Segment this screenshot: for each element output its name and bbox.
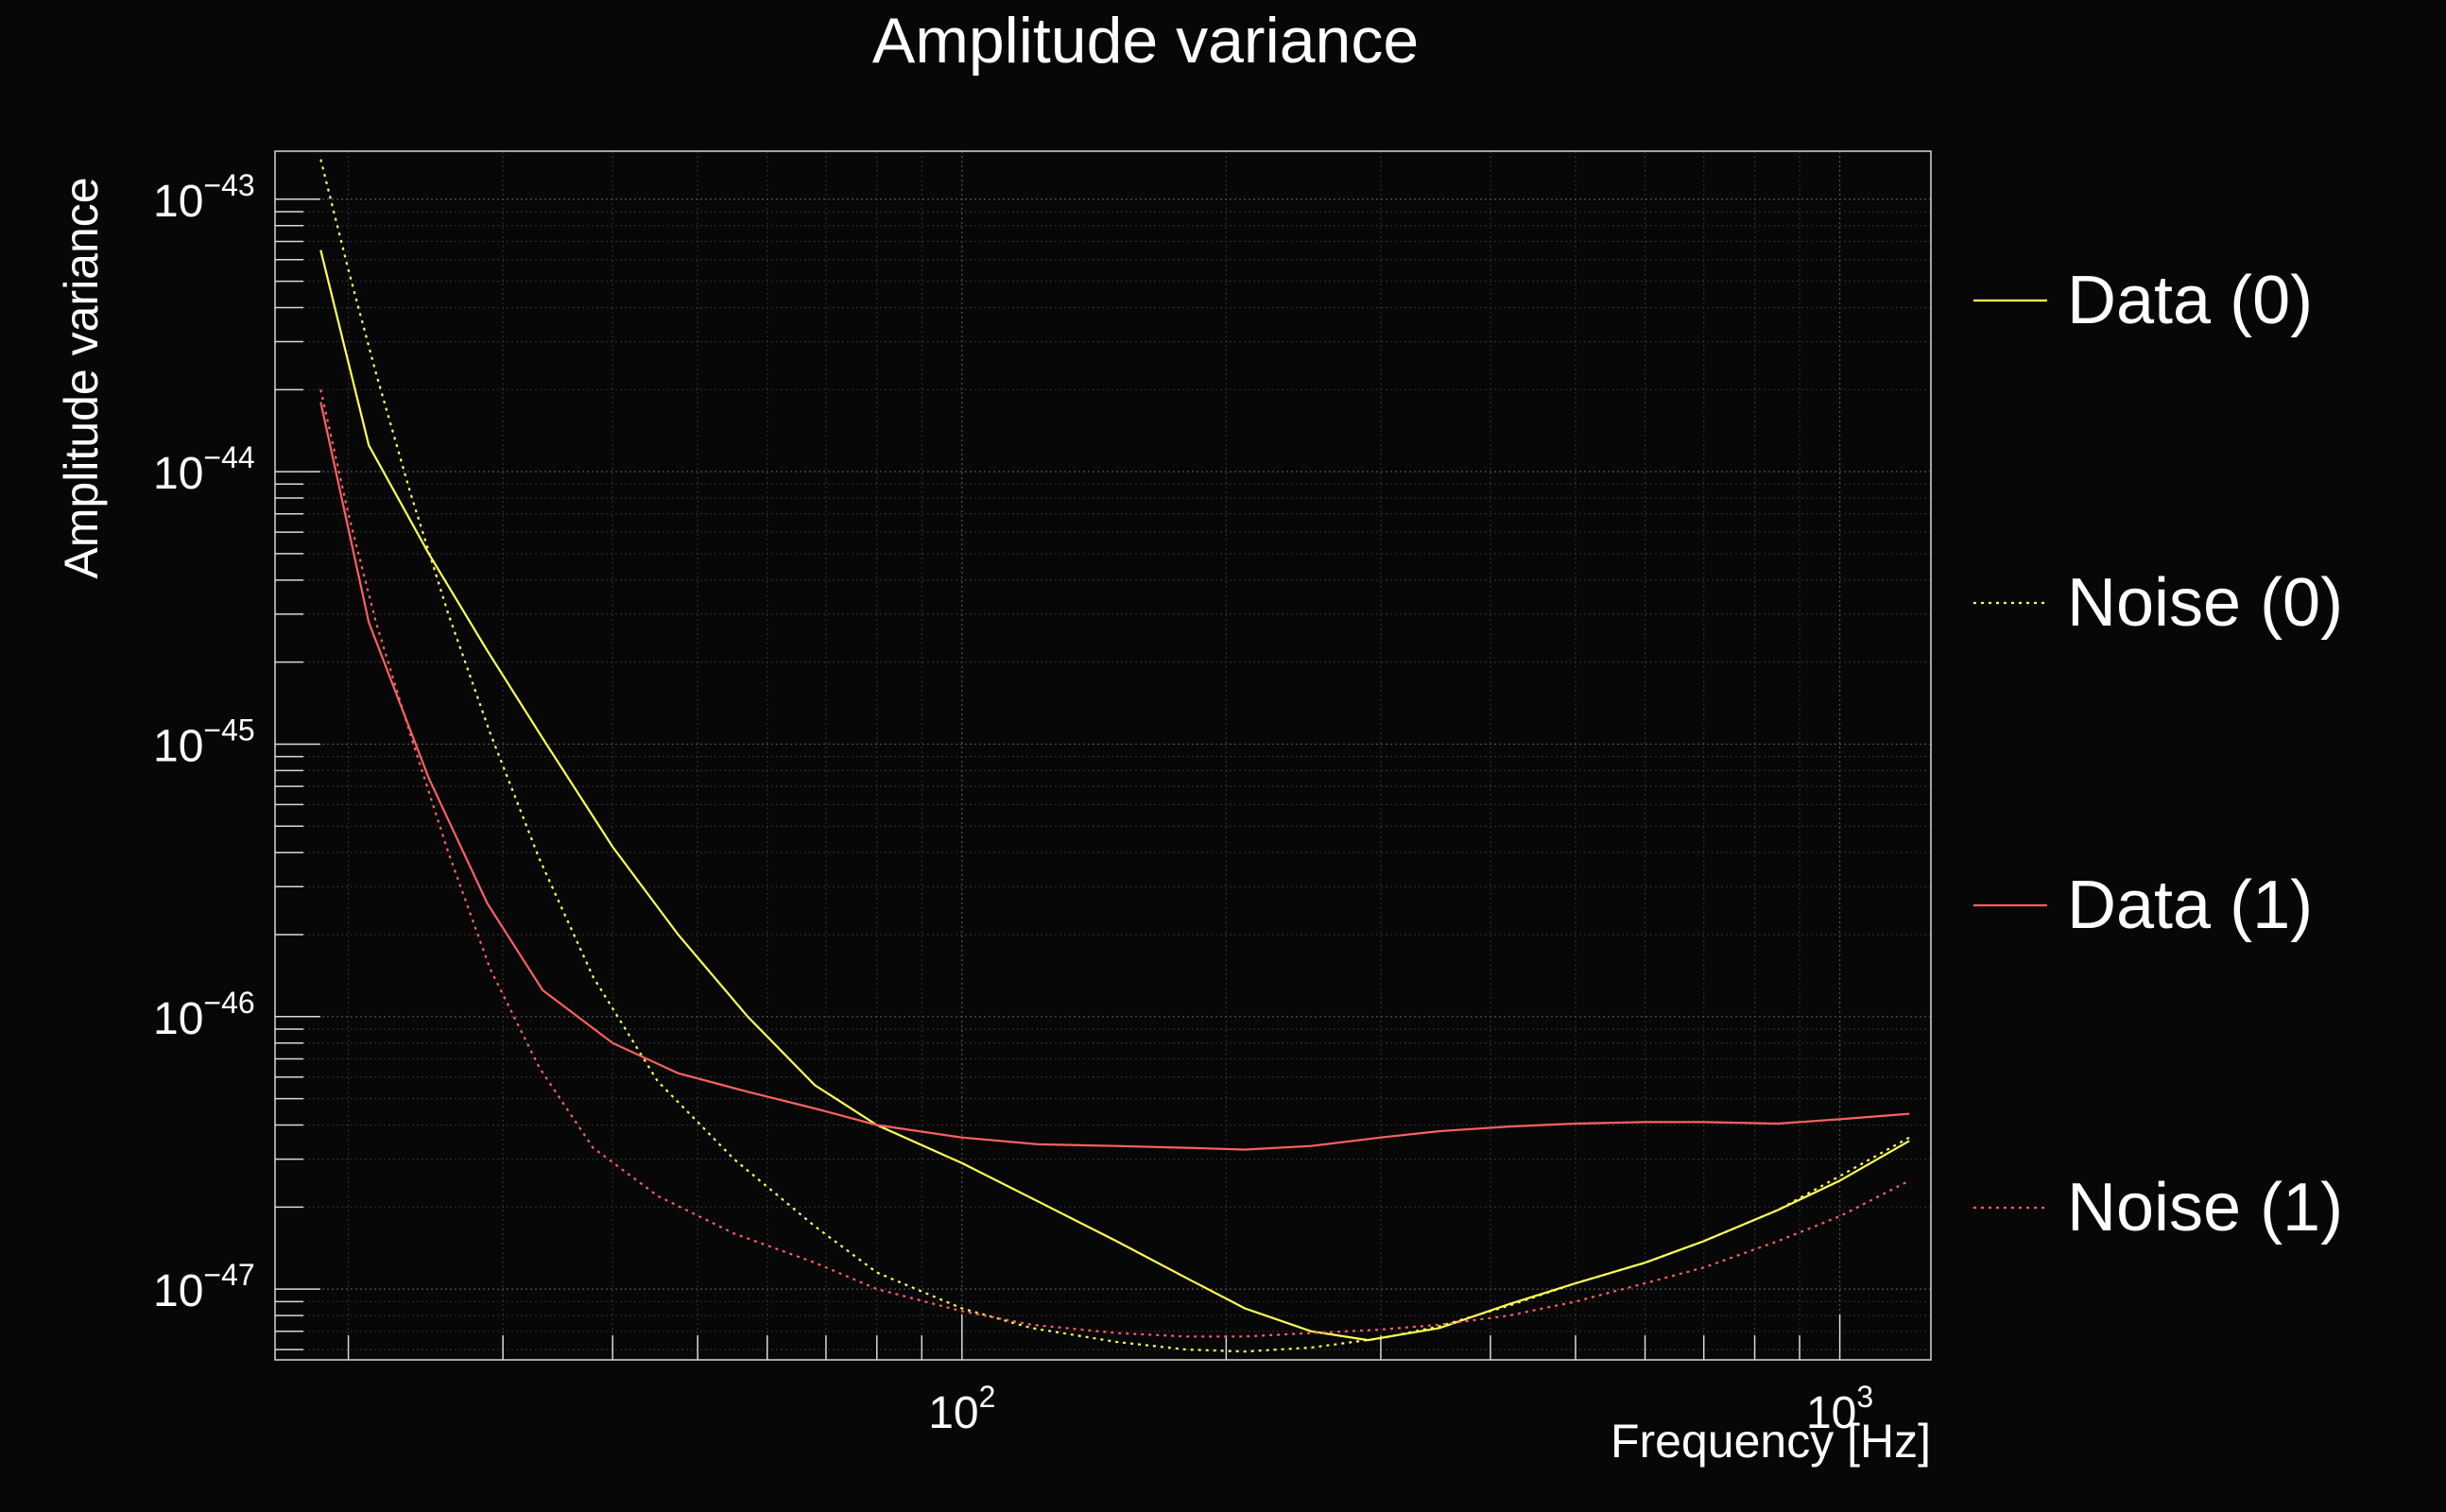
x-axis-label: Frequency [Hz] xyxy=(1611,1415,1931,1468)
x-tick-label: 102 xyxy=(928,1380,995,1438)
series-line-data-0 xyxy=(319,249,1910,1342)
tick-labels: 102 103 10−47 10−46 10−45 10−44 10−43 xyxy=(153,168,1873,1438)
y-tick-label: 10−43 xyxy=(153,168,255,227)
y-tick-label: 10−47 xyxy=(153,1258,255,1316)
series-line-noise-1 xyxy=(319,389,1910,1338)
legend-label-noise-1: Noise (1) xyxy=(2067,1170,2343,1246)
plot-frame xyxy=(274,150,1932,1361)
legend-label-noise-0: Noise (0) xyxy=(2067,565,2343,641)
chart-title: Amplitude variance xyxy=(872,5,1419,77)
x-tick-label: 103 xyxy=(1806,1380,1873,1438)
series-lines xyxy=(319,159,1910,1353)
y-tick-label: 10−45 xyxy=(153,713,255,771)
legend-label-data-0: Data (0) xyxy=(2067,263,2313,338)
y-axis-label: Amplitude variance xyxy=(55,177,108,578)
legend: Data (0) Noise (0) Data (1) Noise (1) xyxy=(1973,263,2343,1246)
series-line-noise-0 xyxy=(319,159,1910,1353)
grid xyxy=(275,151,1931,1360)
legend-label-data-1: Data (1) xyxy=(2067,868,2313,943)
y-tick-label: 10−44 xyxy=(153,440,255,499)
y-tick-label: 10−46 xyxy=(153,986,255,1044)
series-line-data-1 xyxy=(319,402,1910,1151)
axis-ticks xyxy=(275,198,1841,1360)
